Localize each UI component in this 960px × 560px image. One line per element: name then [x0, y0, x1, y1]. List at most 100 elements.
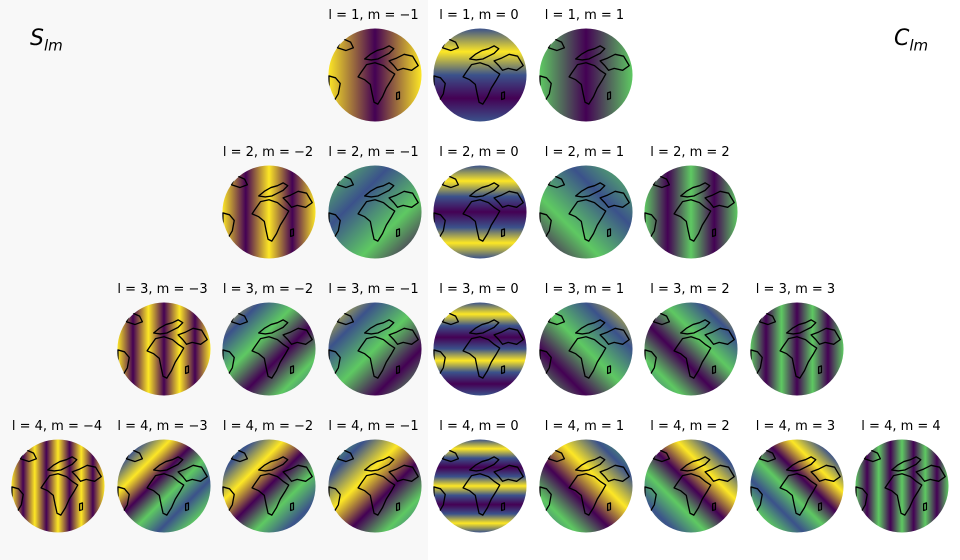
harmonic-panel: l = 3, m = 1 [533, 282, 637, 412]
globe-map [327, 165, 422, 259]
coastline [71, 464, 102, 482]
harmonic-field [433, 28, 527, 122]
harmonic-panel: l = 3, m = −1 [322, 282, 426, 412]
panel-title: l = 4, m = −4 [11, 419, 103, 434]
panel-title: l = 4, m = −2 [222, 419, 314, 434]
coastline [652, 448, 671, 463]
harmonic-panel: l = 4, m = 0 [427, 419, 531, 549]
coastline [387, 53, 419, 71]
harmonic-field [749, 302, 844, 396]
coastline [289, 365, 295, 375]
harmonic-panel: l = 2, m = 2 [638, 145, 742, 275]
globe-map [433, 302, 527, 396]
coastline [363, 456, 394, 472]
coastline [469, 319, 500, 335]
coastline [493, 190, 524, 208]
harmonic-field [538, 302, 633, 396]
harmonic-panel: l = 4, m = 3 [744, 419, 848, 549]
coastline [711, 228, 717, 238]
globe-map [327, 28, 422, 122]
globe-map [222, 302, 316, 396]
coastline [817, 365, 822, 375]
coastline [567, 473, 606, 516]
harmonic-field [222, 165, 316, 259]
harmonic-field [327, 28, 422, 122]
coastline [606, 228, 611, 238]
harmonic-panel: l = 2, m = −1 [322, 145, 426, 275]
coastline [152, 319, 183, 335]
coastline [469, 182, 500, 198]
coastline [462, 473, 501, 516]
harmonic-panel: l = 3, m = 0 [427, 282, 531, 412]
panel-title: l = 3, m = 3 [755, 282, 836, 297]
globe-map [749, 439, 844, 533]
coastline [469, 456, 500, 472]
panel-title: l = 2, m = 0 [439, 145, 519, 160]
coastlines [116, 311, 208, 379]
coastline [184, 365, 189, 375]
harmonic-field [327, 439, 422, 533]
harmonic-panel: l = 3, m = −2 [216, 282, 320, 412]
panel-title: l = 3, m = −2 [222, 282, 314, 297]
globe-map [433, 28, 527, 122]
panel-title: l = 2, m = −1 [328, 145, 419, 160]
coastline [704, 464, 735, 482]
coastline [778, 336, 817, 379]
coastline [363, 182, 394, 198]
coastline [598, 464, 630, 482]
globe-map [644, 439, 738, 533]
harmonic-field [855, 439, 949, 533]
globe-map [433, 439, 527, 533]
coastline [387, 327, 419, 345]
sine-label-symbol: S [30, 26, 44, 51]
harmonic-panel: l = 4, m = −2 [216, 419, 320, 549]
coastline [289, 502, 295, 512]
coastline [785, 319, 816, 335]
harmonic-field [11, 439, 105, 533]
coastlines [11, 448, 102, 516]
globe-map [116, 302, 211, 396]
coastline [395, 91, 400, 101]
globe-map [644, 302, 738, 396]
coastline [574, 182, 605, 198]
coastline [598, 190, 630, 208]
panel-title: l = 4, m = 0 [439, 419, 519, 434]
coastline [680, 182, 711, 198]
coastline [652, 311, 671, 326]
harmonic-panel: l = 3, m = 3 [744, 282, 848, 412]
coastlines [538, 311, 630, 379]
coastline [809, 464, 841, 482]
panel-title: l = 2, m = 1 [544, 145, 625, 160]
coastline [680, 456, 711, 472]
coastline [47, 456, 78, 472]
coastline [758, 311, 776, 326]
coastline [884, 473, 923, 516]
coastline [680, 319, 711, 335]
panel-title: l = 4, m = −1 [328, 419, 419, 434]
globe-map [11, 439, 105, 533]
cosine-label-subscript: lm [909, 36, 929, 55]
coastline [78, 502, 84, 512]
globe-map [116, 439, 211, 533]
panel-title: l = 2, m = −2 [222, 145, 314, 160]
coastline [606, 502, 611, 512]
coastline [817, 502, 822, 512]
coastline [809, 327, 841, 345]
coastlines [327, 448, 419, 516]
harmonic-field [644, 302, 738, 396]
coastlines [116, 448, 208, 516]
panel-title: l = 3, m = −1 [328, 282, 419, 297]
coastline [711, 502, 717, 512]
harmonic-field [116, 439, 211, 533]
panel-title: l = 4, m = −3 [117, 419, 208, 434]
harmonic-panel: l = 4, m = −3 [111, 419, 215, 549]
coastline [230, 174, 249, 189]
harmonic-field [538, 28, 633, 122]
coastline [336, 37, 354, 52]
panel-title: l = 1, m = −1 [328, 8, 419, 23]
coastline [574, 319, 605, 335]
harmonic-field [433, 439, 527, 533]
sine-label-subscript: lm [43, 36, 63, 55]
coastline [336, 448, 354, 463]
